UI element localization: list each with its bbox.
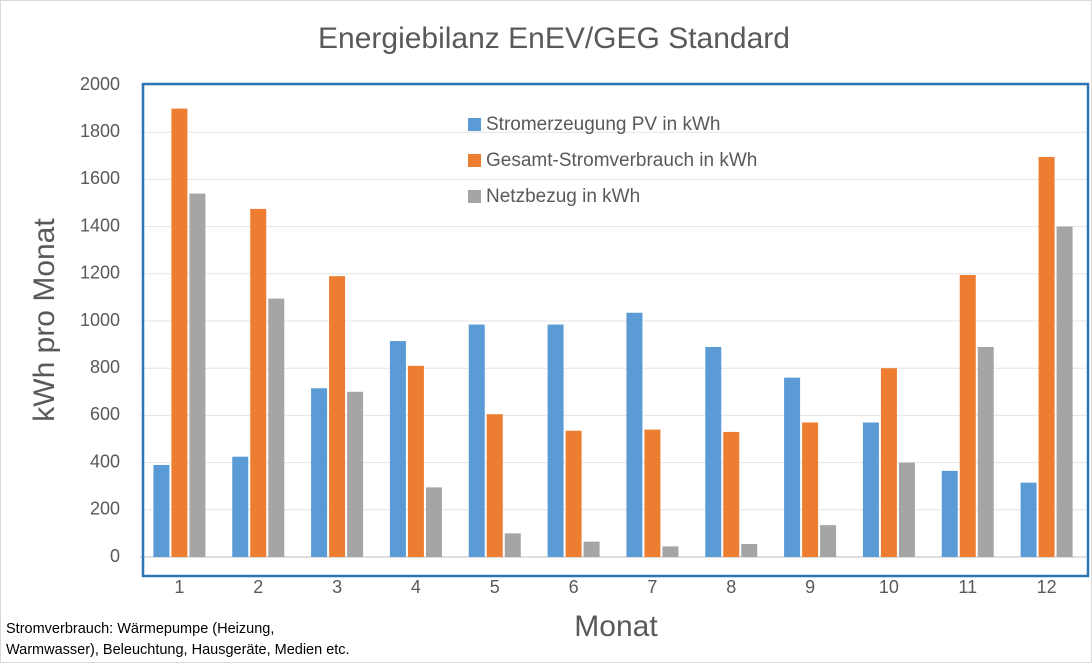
bar: [1038, 156, 1055, 558]
bar: [862, 422, 879, 557]
x-axis-label: Monat: [574, 610, 658, 643]
x-tick-label: 7: [647, 577, 657, 597]
bar: [705, 346, 722, 557]
x-tick-label: 9: [805, 577, 815, 597]
chart-title: Energiebilanz EnEV/GEG Standard: [318, 22, 790, 55]
legend-label: Gesamt-Stromverbrauch in kWh: [486, 150, 757, 171]
bar: [347, 391, 364, 557]
y-tick-label: 400: [90, 451, 120, 471]
bar: [565, 430, 582, 557]
x-tick-label: 10: [879, 577, 899, 597]
x-tick-label: 5: [490, 577, 500, 597]
bar: [329, 276, 346, 557]
y-axis-label: kWh pro Monat: [28, 218, 61, 422]
bar: [941, 470, 958, 557]
x-tick-label: 11: [958, 577, 977, 597]
x-tick-label: 6: [569, 577, 579, 597]
bar: [407, 365, 424, 557]
y-tick-label: 2000: [80, 74, 120, 94]
bar: [898, 462, 915, 557]
y-tick-label: 1200: [80, 263, 120, 283]
bar: [504, 533, 521, 557]
legend-swatch: [468, 154, 481, 167]
legend-swatch: [468, 118, 481, 131]
bar: [1020, 482, 1037, 557]
bar: [880, 368, 897, 557]
bar: [189, 193, 206, 557]
bar: [171, 108, 188, 557]
legend-swatch: [468, 190, 481, 203]
bar: [268, 298, 285, 557]
legend-label: Netzbezug in kWh: [486, 186, 640, 207]
bar: [486, 414, 503, 557]
bar: [250, 208, 267, 557]
bar: [232, 456, 249, 557]
y-tick-label: 0: [110, 546, 120, 566]
footnote: Warmwasser), Beleuchtung, Hausgeräte, Me…: [6, 642, 350, 658]
bar: [547, 324, 564, 557]
y-tick-label: 1600: [80, 168, 120, 188]
x-tick-label: 8: [726, 577, 736, 597]
bar: [662, 546, 679, 557]
bar: [153, 464, 170, 557]
bar: [583, 541, 600, 557]
legend-label: Stromerzeugung PV in kWh: [486, 114, 720, 135]
bar: [1056, 226, 1073, 557]
bar: [723, 431, 740, 557]
y-tick-label: 1000: [80, 310, 120, 330]
bar: [425, 487, 442, 557]
bar: [977, 346, 994, 557]
x-tick-label: 2: [253, 577, 263, 597]
y-tick-label: 200: [90, 499, 120, 519]
y-tick-label: 800: [90, 357, 120, 377]
x-tick-label: 3: [332, 577, 342, 597]
bar: [468, 324, 485, 557]
x-tick-label: 12: [1037, 577, 1057, 597]
bar: [389, 341, 406, 557]
bar: [820, 525, 837, 557]
bar: [311, 388, 328, 557]
x-tick-label: 4: [411, 577, 421, 597]
bar: [784, 377, 801, 557]
y-tick-label: 1400: [80, 215, 120, 235]
y-tick-label: 600: [90, 404, 120, 424]
y-tick-label: 1800: [80, 121, 120, 141]
plot-border: [141, 82, 1090, 578]
bar: [802, 422, 819, 557]
footnote: Stromverbrauch: Wärmepumpe (Heizung,: [6, 621, 274, 637]
bar: [741, 544, 758, 557]
bar: [626, 312, 643, 557]
bar: [959, 274, 976, 557]
bar: [644, 429, 661, 557]
x-tick-label: 1: [174, 577, 184, 597]
